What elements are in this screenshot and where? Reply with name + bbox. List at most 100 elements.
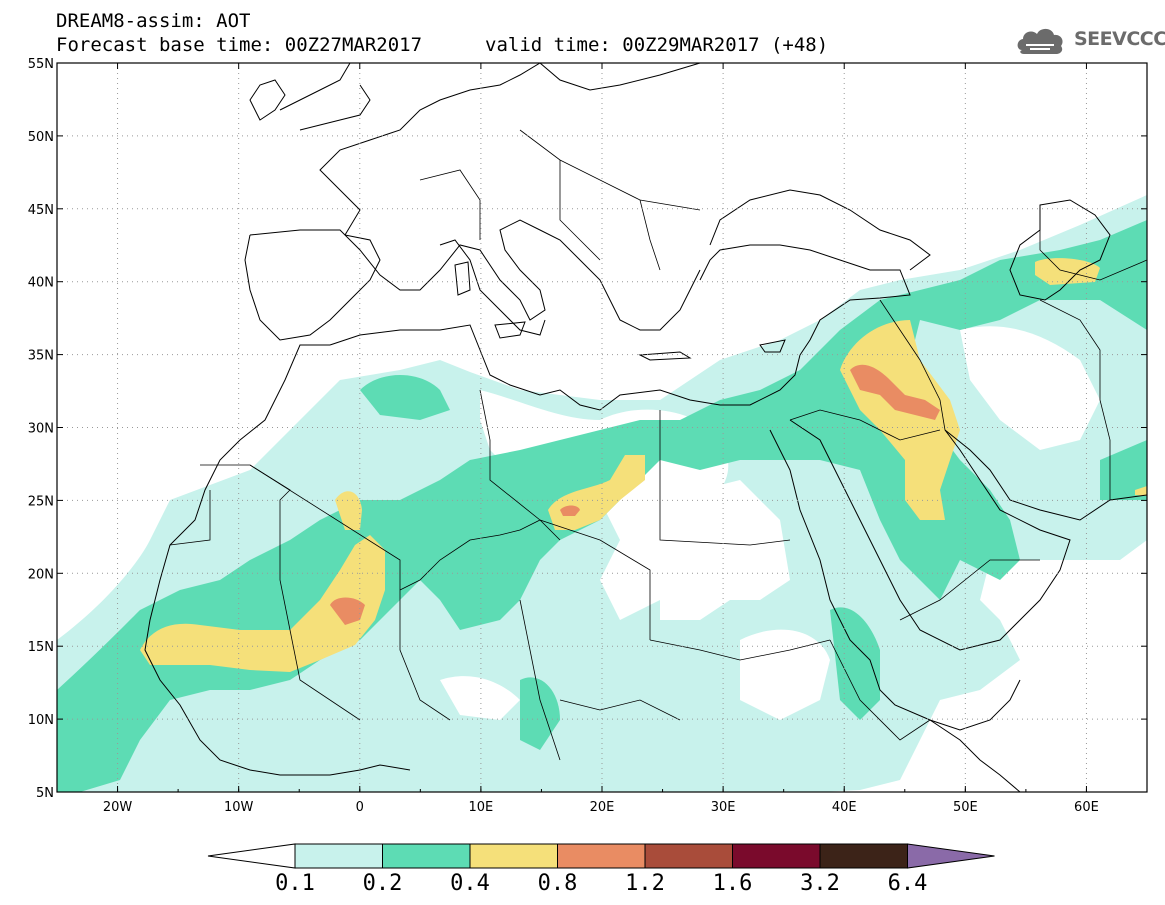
- lon-tick-label: 0: [356, 800, 364, 815]
- aot-hole-ethiopia: [740, 629, 830, 720]
- lon-tick-label: 10W: [224, 800, 254, 815]
- coastline-sardinia: [454, 261, 471, 296]
- border-mali-algeria: [249, 464, 401, 590]
- colorbar-label: 3.2: [800, 871, 840, 896]
- border-chad-sudan: [539, 519, 651, 640]
- colorbar-swatch: [819, 843, 908, 869]
- colorbar-under-arrow: [207, 843, 296, 869]
- lon-tick-label: 50E: [953, 800, 978, 815]
- colorbar-label: 0.1: [275, 871, 315, 896]
- colorbar-swatch: [557, 843, 646, 869]
- lat-tick-label: 15N: [28, 640, 54, 655]
- lat-tick-label: 5N: [36, 786, 54, 801]
- lat-tick-label: 50N: [28, 130, 54, 145]
- aot-band-0.4-east-edge: [1135, 486, 1147, 496]
- coastline-france-uk: [319, 63, 541, 236]
- valid-time: valid time: 00Z29MAR2017 (+48): [485, 34, 829, 56]
- coastline-caspian: [1009, 199, 1111, 301]
- border-europe-4: [639, 199, 661, 271]
- colorbar-swatch: [294, 843, 383, 869]
- aot-band-0.4-westafrica: [140, 535, 385, 672]
- coastline-persian-gulf: [944, 429, 1147, 521]
- coastline-arabia-east: [789, 419, 1071, 651]
- colorbar-label: 6.4: [888, 871, 928, 896]
- lon-tick-label: 40E: [832, 800, 857, 815]
- border-west-africa-1: [289, 629, 361, 721]
- border-algeria-libya: [479, 389, 561, 541]
- border-europe-3: [559, 160, 601, 261]
- coastline-italy: [439, 239, 546, 336]
- coastline-europe: [249, 219, 701, 331]
- lon-tick-label: 20W: [103, 800, 133, 815]
- colorbar-swatch: [469, 843, 558, 869]
- colorbar-label: 1.2: [625, 871, 665, 896]
- border-iraq-iran: [879, 299, 946, 431]
- lon-tick-label: 10E: [469, 800, 494, 815]
- coastline-sicily: [494, 321, 526, 339]
- coastline-crete: [638, 351, 692, 361]
- lat-tick-label: 35N: [28, 349, 54, 364]
- border-kazakh: [1039, 205, 1147, 281]
- aot-green-eastafrica: [830, 607, 880, 720]
- border-saudi-yemen: [899, 559, 1040, 621]
- coastline-levant-turkey: [699, 244, 911, 356]
- aot-hole-sahel: [440, 676, 520, 720]
- coastline-baltic: [539, 63, 701, 91]
- colorbar: 0.1 0.2 0.4 0.8 1.2 1.6 3.2 6.4: [207, 843, 995, 896]
- aot-band-0.4-mauritania: [335, 491, 362, 530]
- map-title: DREAM8-assim: AOT: [56, 10, 251, 32]
- border-east-africa: [829, 639, 931, 741]
- lon-tick-label: 20E: [590, 800, 615, 815]
- aot-band-0.8-westafrica: [330, 597, 365, 625]
- aot-band-0.8-iraq: [850, 364, 940, 420]
- lat-tick-label: 40N: [28, 276, 54, 291]
- border-west-africa-2: [399, 590, 451, 721]
- coastline-black-sea: [709, 189, 931, 271]
- coastline-uk: [279, 63, 371, 131]
- colorbar-label: 1.6: [713, 871, 753, 896]
- aot-band-0.8-chad: [560, 505, 580, 516]
- colorbar-label: 0.4: [450, 871, 490, 896]
- coastline-red-sea: [769, 429, 1021, 731]
- border-western-sahara: [169, 490, 211, 546]
- base-time: Forecast base time: 00Z27MAR2017: [56, 34, 423, 56]
- coastline-iberia: [244, 234, 381, 341]
- lon-tick-label: 30E: [711, 800, 736, 815]
- latitude-axis: 55N 50N 45N 40N 35N 30N 25N 20N 15N 10N 5N: [28, 57, 1147, 801]
- border-mali-niger: [399, 519, 541, 591]
- aot-hole-egypt: [660, 480, 790, 620]
- coastline-west-africa: [144, 344, 411, 776]
- border-nigeria-cameroon: [519, 599, 561, 761]
- aot-hole-arabia: [1000, 560, 1147, 730]
- aot-shading: [57, 195, 1147, 792]
- border-sudan-south: [649, 639, 831, 661]
- coastline-north-africa: [329, 324, 801, 411]
- colorbar-over-arrow: [907, 843, 995, 869]
- colorbar-swatch: [732, 843, 821, 869]
- lat-tick-label: 55N: [28, 57, 54, 72]
- lon-tick-label: 60E: [1074, 800, 1099, 815]
- aot-hole-iran: [960, 326, 1100, 450]
- logo-text: SEEVCCC: [1074, 28, 1165, 50]
- country-borders: [169, 129, 1147, 761]
- coastline-ireland: [249, 79, 286, 121]
- lat-tick-label: 45N: [28, 203, 54, 218]
- aot-green-blob-north: [360, 375, 450, 420]
- lat-tick-label: 10N: [28, 713, 54, 728]
- border-europe-2: [519, 129, 701, 211]
- longitude-axis: 20W 10W 0 10E 20E 30E 40E 50E 60E: [56, 63, 1148, 815]
- border-mauritania: [200, 464, 291, 631]
- aot-green-sahel2: [520, 677, 560, 750]
- lat-tick-label: 20N: [28, 567, 54, 582]
- colorbar-swatch: [644, 843, 733, 869]
- border-europe-1: [419, 169, 481, 240]
- colorbar-swatch: [382, 843, 471, 869]
- coastlines: [144, 63, 1147, 792]
- border-saudi-north: [789, 409, 941, 441]
- colorbar-label: 0.2: [363, 871, 403, 896]
- aot-green-bottom-right: [1100, 440, 1147, 500]
- aot-hole-bottom-right: [930, 700, 1147, 792]
- border-chad-car: [559, 699, 681, 721]
- coastline-madagascar-horn: [929, 719, 1021, 792]
